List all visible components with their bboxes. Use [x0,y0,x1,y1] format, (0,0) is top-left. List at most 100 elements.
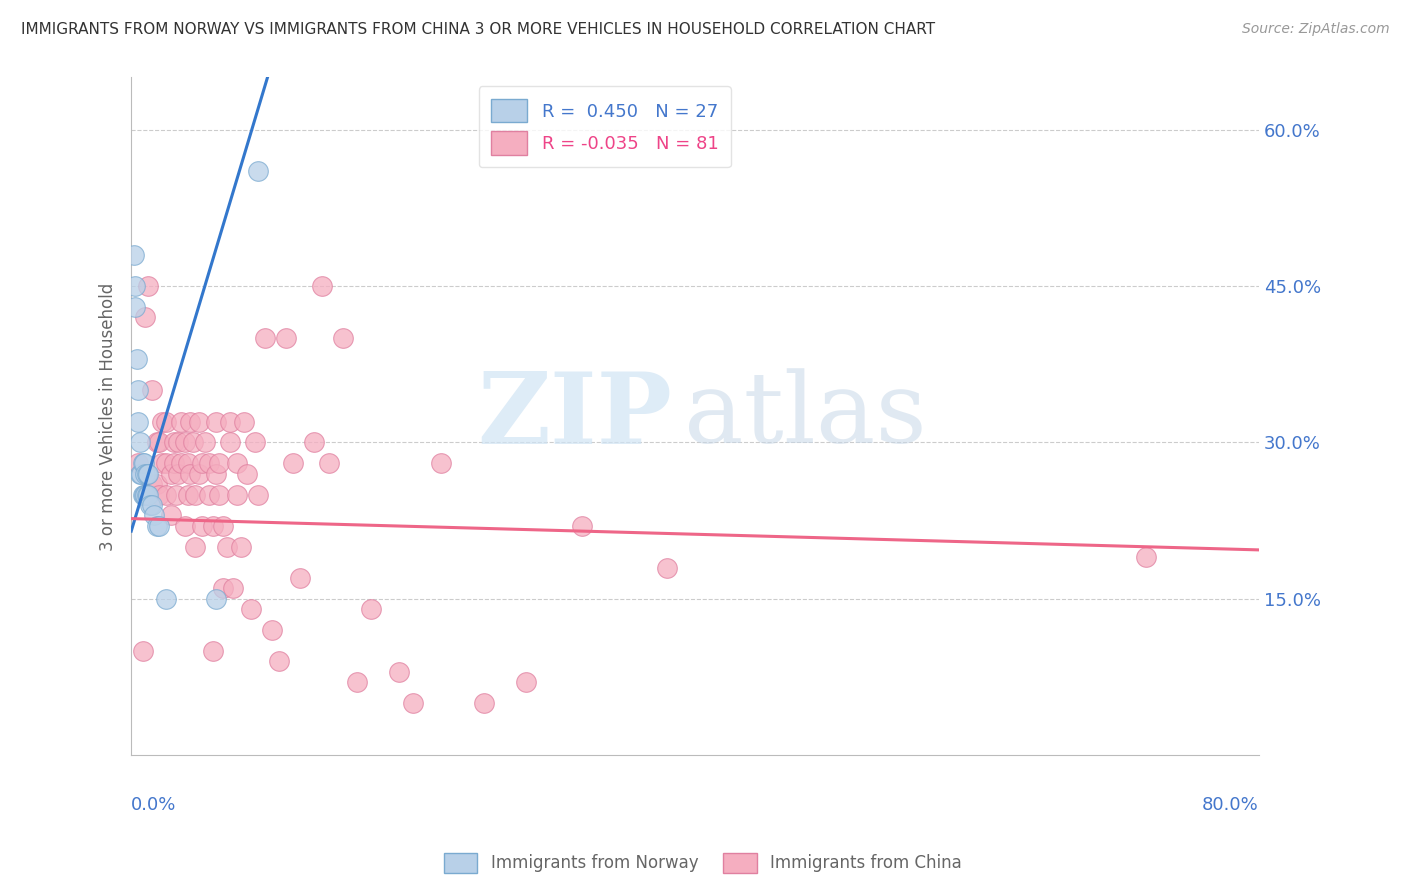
Text: 0.0%: 0.0% [131,796,177,814]
Point [304,435,326,450]
Point [346,675,368,690]
Point [128,435,150,450]
Point [212,519,235,533]
Point [148,488,170,502]
Point [134,467,156,481]
Point [169,456,191,470]
Point [388,665,411,679]
Point [131,644,153,658]
Point [155,415,177,429]
Point [128,467,150,481]
Point [254,331,277,345]
Point [332,331,354,345]
Point [122,248,145,262]
Point [193,435,215,450]
Point [166,435,188,450]
Point [360,602,382,616]
Text: IMMIGRANTS FROM NORWAY VS IMMIGRANTS FROM CHINA 3 OR MORE VEHICLES IN HOUSEHOLD : IMMIGRANTS FROM NORWAY VS IMMIGRANTS FRO… [21,22,935,37]
Point [173,519,195,533]
Point [247,164,270,178]
Point [127,415,149,429]
Point [134,310,156,325]
Point [207,488,229,502]
Point [166,467,188,481]
Legend: R =  0.450   N = 27, R = -0.035   N = 81: R = 0.450 N = 27, R = -0.035 N = 81 [478,87,731,167]
Point [125,352,148,367]
Point [150,456,173,470]
Point [148,435,170,450]
Point [204,415,226,429]
Text: atlas: atlas [683,368,927,465]
Y-axis label: 3 or more Vehicles in Household: 3 or more Vehicles in Household [100,282,117,550]
Point [571,519,593,533]
Point [183,540,205,554]
Point [165,488,187,502]
Point [247,488,270,502]
Point [236,467,259,481]
Point [142,508,165,523]
Point [148,519,170,533]
Point [129,467,152,481]
Point [131,488,153,502]
Point [132,488,155,502]
Point [283,456,305,470]
Point [430,456,453,470]
Point [226,456,249,470]
Point [176,456,198,470]
Point [141,384,163,398]
Point [190,519,212,533]
Point [226,488,249,502]
Point [145,435,167,450]
Point [162,456,184,470]
Point [169,415,191,429]
Point [207,456,229,470]
Point [311,279,333,293]
Point [515,675,537,690]
Point [124,279,146,293]
Point [233,415,256,429]
Point [231,540,253,554]
Point [276,331,298,345]
Point [318,456,340,470]
Text: 80.0%: 80.0% [1202,796,1258,814]
Point [187,415,209,429]
Point [219,415,242,429]
Point [138,498,160,512]
Point [155,456,177,470]
Point [402,696,425,710]
Text: Source: ZipAtlas.com: Source: ZipAtlas.com [1241,22,1389,37]
Point [141,477,163,491]
Point [162,435,184,450]
Point [1135,550,1157,565]
Point [655,560,678,574]
Point [145,519,167,533]
Point [219,435,242,450]
Point [131,456,153,470]
Point [183,488,205,502]
Point [173,435,195,450]
Point [472,696,495,710]
Point [204,467,226,481]
Point [155,591,177,606]
Point [141,498,163,512]
Point [176,488,198,502]
Point [262,623,284,637]
Point [136,488,159,502]
Point [290,571,312,585]
Point [135,488,157,502]
Point [197,456,219,470]
Point [136,279,159,293]
Text: ZIP: ZIP [478,368,672,465]
Point [204,591,226,606]
Point [179,415,201,429]
Point [240,602,263,616]
Point [132,456,155,470]
Point [187,467,209,481]
Point [155,488,177,502]
Point [150,415,173,429]
Point [124,300,146,314]
Point [201,519,224,533]
Point [245,435,267,450]
Point [217,540,239,554]
Point [212,582,235,596]
